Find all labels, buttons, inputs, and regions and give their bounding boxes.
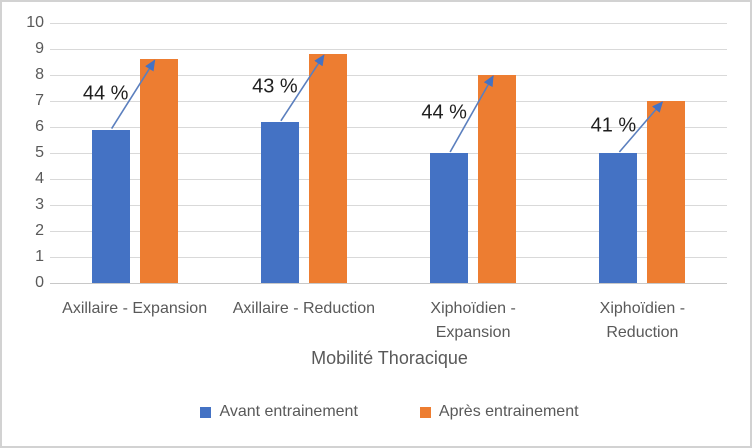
legend: Avant entrainement Après entrainement [50, 403, 729, 421]
legend-label: Après entrainement [438, 403, 579, 420]
bar-apres [647, 101, 686, 283]
bar-apres [139, 59, 178, 283]
y-tick-label: 2 [35, 222, 44, 239]
y-tick-label: 9 [35, 40, 44, 57]
y-tick-label: 5 [35, 144, 44, 161]
bar-avant [599, 153, 638, 283]
x-axis-title: Mobilité Thoracique [311, 348, 468, 368]
bar-avant [91, 129, 130, 283]
category-label: Axillaire - Expansion [62, 300, 208, 317]
y-tick-label: 0 [35, 274, 44, 291]
gridline [50, 257, 727, 258]
gridline [50, 283, 727, 284]
legend-swatch-icon [419, 406, 431, 418]
increase-percent-label: 44 % [421, 101, 467, 124]
bar-apres [478, 75, 517, 283]
gridline [50, 231, 727, 232]
increase-percent-label: 44 % [82, 82, 129, 104]
bar-avant [430, 153, 469, 283]
y-tick-label: 3 [35, 196, 44, 213]
y-tick-label: 1 [35, 248, 44, 265]
gridline [50, 179, 727, 180]
y-tick-label: 7 [35, 92, 44, 109]
increase-percent-label: 43 % [252, 75, 298, 98]
gridline [50, 127, 727, 128]
gridline [50, 23, 727, 24]
category-label: Xiphoïdien - Reduction [599, 300, 686, 341]
y-tick-label: 8 [35, 66, 44, 83]
category-label: Axillaire - Reduction [232, 300, 376, 317]
gridline [50, 205, 727, 206]
legend-item: Après entrainement [419, 403, 579, 421]
gridline [50, 49, 727, 50]
gridline [50, 101, 727, 102]
y-tick-label: 4 [35, 170, 44, 187]
legend-label: Avant entrainement [219, 403, 358, 420]
bar-avant [260, 121, 299, 283]
y-tick-label: 10 [26, 14, 44, 31]
gridline [50, 75, 727, 76]
increase-percent-label: 41 % [590, 114, 637, 137]
legend-swatch-icon [200, 406, 212, 418]
gridline [50, 153, 727, 154]
bar-apres [308, 54, 347, 283]
category-label: Xiphoïdien - Expansion [430, 300, 516, 341]
y-tick-label: 6 [35, 118, 44, 135]
legend-item: Avant entrainement [200, 403, 358, 421]
